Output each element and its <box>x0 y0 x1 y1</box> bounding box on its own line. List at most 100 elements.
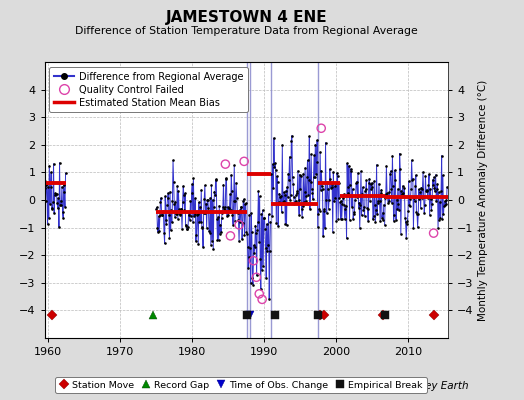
Point <box>166 188 174 195</box>
Point <box>261 245 270 252</box>
Point <box>284 170 292 177</box>
Point <box>197 187 205 193</box>
Point <box>57 202 66 208</box>
Point <box>241 232 249 239</box>
Point <box>300 189 309 196</box>
Point <box>384 194 392 200</box>
Point <box>325 166 334 172</box>
Point <box>265 296 274 302</box>
Point <box>283 194 292 200</box>
Point <box>175 206 183 212</box>
Point <box>341 216 349 222</box>
Point <box>225 207 234 213</box>
Point <box>325 196 333 203</box>
Point <box>193 212 201 218</box>
Point <box>348 204 356 210</box>
Point <box>246 280 255 286</box>
Point <box>235 207 244 213</box>
Point <box>190 213 198 220</box>
Point <box>368 184 377 190</box>
Point <box>176 212 184 218</box>
Point <box>442 201 451 208</box>
Point <box>316 149 324 155</box>
Point <box>425 212 434 218</box>
Point <box>258 267 266 273</box>
Point <box>274 223 282 229</box>
Point <box>171 214 179 220</box>
Point <box>408 157 416 163</box>
Point <box>402 221 411 228</box>
Point <box>376 218 385 224</box>
Point <box>270 135 278 141</box>
Point <box>286 196 294 203</box>
Point <box>204 197 212 203</box>
Point <box>190 211 199 217</box>
Point <box>163 202 171 208</box>
Point <box>305 206 314 212</box>
Point <box>337 216 346 222</box>
Point <box>354 170 362 176</box>
Point <box>414 210 422 217</box>
Point <box>160 240 169 247</box>
Point <box>259 215 268 221</box>
Point <box>184 224 192 231</box>
Point <box>374 198 383 204</box>
Point <box>297 172 305 179</box>
Point <box>430 174 438 181</box>
Point <box>421 201 429 208</box>
Point <box>320 208 328 215</box>
Point <box>301 198 310 205</box>
Point <box>404 208 412 214</box>
Point <box>375 198 384 204</box>
Point <box>221 161 230 167</box>
Point <box>198 224 206 230</box>
Point <box>170 200 179 207</box>
Point <box>280 192 289 198</box>
Point <box>370 202 379 208</box>
Point <box>159 209 168 215</box>
Legend: Station Move, Record Gap, Time of Obs. Change, Empirical Break: Station Move, Record Gap, Time of Obs. C… <box>56 377 427 393</box>
Point <box>183 226 192 232</box>
Point <box>227 172 235 178</box>
Point <box>274 179 282 185</box>
Point <box>163 194 172 201</box>
Point <box>319 186 327 193</box>
Point <box>231 218 239 224</box>
Point <box>303 157 312 164</box>
Point <box>419 169 427 175</box>
Point <box>390 167 399 174</box>
Point <box>176 211 184 217</box>
Point <box>360 204 368 210</box>
Point <box>214 214 222 220</box>
Point <box>392 216 400 223</box>
Point <box>174 188 183 194</box>
Point <box>228 188 236 194</box>
Point <box>424 182 433 188</box>
Point <box>243 231 251 237</box>
Point <box>352 193 360 199</box>
Point <box>58 209 67 215</box>
Point <box>355 199 363 206</box>
Point <box>344 190 352 197</box>
Point <box>185 212 193 218</box>
Point <box>417 184 425 191</box>
Point <box>337 198 345 204</box>
Point <box>205 228 213 234</box>
Point <box>51 190 60 196</box>
Point <box>263 248 271 254</box>
Point <box>60 189 69 196</box>
Point <box>260 214 269 221</box>
Point <box>413 224 422 231</box>
Point <box>395 206 403 213</box>
Point <box>200 210 208 216</box>
Point <box>411 183 419 189</box>
Point <box>161 193 169 200</box>
Point <box>352 180 361 186</box>
Point <box>299 170 308 177</box>
Point <box>228 211 237 218</box>
Point <box>343 160 352 167</box>
Point <box>271 160 279 166</box>
Point <box>318 183 326 189</box>
Point <box>344 184 353 190</box>
Point <box>250 244 259 250</box>
